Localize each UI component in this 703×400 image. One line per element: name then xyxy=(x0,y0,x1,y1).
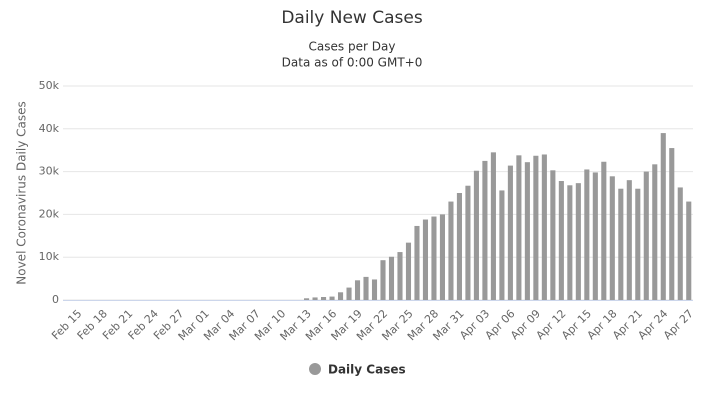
bar xyxy=(431,216,437,300)
bar xyxy=(524,162,530,300)
bar xyxy=(380,260,386,300)
bar xyxy=(626,180,632,300)
y-tick-label: 20k xyxy=(39,207,60,220)
bar xyxy=(312,297,318,300)
bar xyxy=(304,298,310,300)
bar xyxy=(490,152,496,300)
bar xyxy=(533,155,539,300)
bar xyxy=(669,148,675,300)
bar xyxy=(388,256,395,300)
bar xyxy=(499,190,505,300)
bar xyxy=(686,201,692,300)
bar xyxy=(363,276,369,300)
bar xyxy=(507,165,513,300)
bar xyxy=(473,170,479,300)
bar xyxy=(592,172,598,300)
bar xyxy=(550,170,556,300)
bar xyxy=(482,160,488,300)
bar xyxy=(456,193,462,300)
y-axis-title: Novel Coronavirus Daily Cases xyxy=(15,101,29,284)
legend-label[interactable]: Daily Cases xyxy=(328,363,406,377)
bar xyxy=(643,171,649,300)
bar xyxy=(660,133,666,300)
chart-title: Daily New Cases xyxy=(281,8,423,28)
bar xyxy=(346,287,352,300)
bar xyxy=(618,188,624,300)
bar xyxy=(652,164,658,300)
bar xyxy=(601,161,607,300)
bar xyxy=(329,296,335,300)
bar xyxy=(337,292,344,300)
bar xyxy=(397,252,403,300)
bar xyxy=(405,242,412,300)
bar xyxy=(465,185,471,300)
bar xyxy=(516,155,522,300)
bar xyxy=(321,297,327,300)
bar xyxy=(422,219,429,300)
y-tick-label: 30k xyxy=(39,165,60,178)
y-tick-label: 50k xyxy=(39,79,60,92)
bar xyxy=(371,279,378,300)
bar xyxy=(541,154,547,300)
bar xyxy=(677,187,683,300)
bar xyxy=(584,169,590,300)
bar xyxy=(448,201,454,300)
bar xyxy=(414,225,420,300)
bar xyxy=(575,183,581,300)
bar xyxy=(609,176,615,300)
chart-subtitle: Cases per Day xyxy=(309,40,396,54)
bar xyxy=(558,181,564,300)
y-tick-label: 0 xyxy=(52,293,59,306)
y-tick-label: 40k xyxy=(39,122,60,135)
bar xyxy=(567,185,573,300)
bar xyxy=(439,214,445,300)
y-tick-label: 10k xyxy=(39,250,60,263)
bar xyxy=(635,188,641,300)
chart-subtitle: Data as of 0:00 GMT+0 xyxy=(282,56,423,70)
legend-marker[interactable] xyxy=(309,363,321,375)
bar xyxy=(354,280,361,300)
